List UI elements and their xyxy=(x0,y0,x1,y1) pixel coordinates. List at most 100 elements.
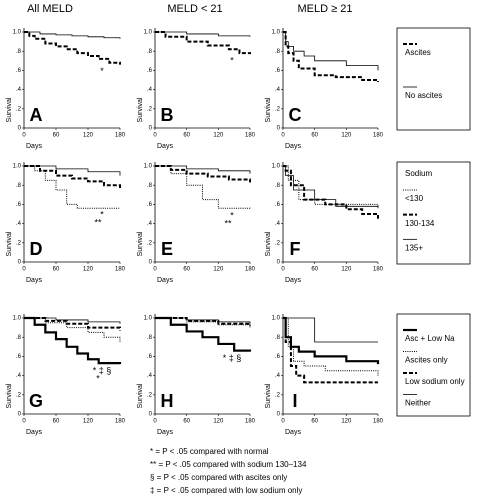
x-tick-label: 0 xyxy=(153,133,157,139)
x-axis-label: Days xyxy=(26,277,42,284)
x-tick-label: 180 xyxy=(245,419,256,425)
x-axis-label: Days xyxy=(157,277,173,284)
legend-label: 135+ xyxy=(405,243,423,252)
y-tick-label: .2 xyxy=(275,392,281,398)
y-tick-label: .6 xyxy=(16,68,22,74)
x-tick-label: 120 xyxy=(83,267,94,273)
y-tick-label: 0 xyxy=(18,260,22,266)
survival-curve xyxy=(24,165,121,176)
survival-curve xyxy=(283,317,379,376)
y-tick-label: .8 xyxy=(275,335,281,341)
y-tick-label: 1.0 xyxy=(272,164,281,170)
survival-curve xyxy=(24,316,122,365)
y-tick-label: .4 xyxy=(275,373,281,379)
x-tick-label: 0 xyxy=(153,267,157,273)
x-tick-label: 120 xyxy=(213,419,224,425)
x-axis-label: Days xyxy=(285,143,301,150)
y-tick-label: .6 xyxy=(147,202,153,208)
y-tick-label: .2 xyxy=(147,106,153,112)
x-tick-label: 180 xyxy=(245,133,256,139)
x-axis-label: Days xyxy=(285,429,301,436)
panel-letter: B xyxy=(161,105,174,125)
survival-curve xyxy=(24,165,121,189)
panel-letter: E xyxy=(161,239,173,259)
y-axis-label: Survival xyxy=(265,383,272,408)
y-tick-label: .8 xyxy=(147,335,153,341)
y-tick-label: .8 xyxy=(147,49,153,55)
survival-curve xyxy=(24,31,121,65)
y-axis-label: Survival xyxy=(137,383,144,408)
y-tick-label: .2 xyxy=(275,240,281,246)
y-tick-label: 0 xyxy=(277,260,281,266)
y-tick-label: .2 xyxy=(147,240,153,246)
x-tick-label: 0 xyxy=(281,419,285,425)
x-tick-label: 120 xyxy=(341,419,352,425)
survival-curve xyxy=(155,316,252,352)
y-tick-label: .6 xyxy=(275,68,281,74)
legend-box xyxy=(396,313,471,417)
y-tick-label: 0 xyxy=(149,260,153,266)
x-tick-label: 180 xyxy=(115,133,126,139)
y-tick-label: .4 xyxy=(16,87,22,93)
annotation: * ‡ § xyxy=(93,365,112,375)
y-tick-label: .8 xyxy=(16,183,22,189)
x-tick-label: 60 xyxy=(183,419,190,425)
survival-curve xyxy=(283,317,378,343)
y-tick-label: .4 xyxy=(147,87,153,93)
column-header: MELD < 21 xyxy=(167,3,222,15)
survival-curve xyxy=(155,31,251,55)
y-tick-label: .4 xyxy=(147,373,153,379)
panel-letter: F xyxy=(290,239,301,259)
survival-curve xyxy=(283,31,379,71)
y-tick-label: 0 xyxy=(18,412,22,418)
y-tick-label: .8 xyxy=(16,49,22,55)
legend-label: Neither xyxy=(405,399,431,408)
annotation: * xyxy=(96,373,100,383)
y-tick-label: 0 xyxy=(149,126,153,132)
survival-curve xyxy=(283,316,380,365)
survival-curve xyxy=(155,165,251,210)
y-tick-label: .4 xyxy=(275,221,281,227)
x-tick-label: 180 xyxy=(373,133,384,139)
y-tick-label: 1.0 xyxy=(144,164,153,170)
annotation: ** xyxy=(94,218,102,228)
x-tick-label: 180 xyxy=(115,267,126,273)
y-tick-label: .6 xyxy=(16,354,22,360)
y-axis-label: Survival xyxy=(137,231,144,256)
x-tick-label: 60 xyxy=(53,267,60,273)
legend-label: Ascites xyxy=(405,48,431,57)
y-tick-label: .6 xyxy=(275,202,281,208)
panel-letter: D xyxy=(30,239,43,259)
y-tick-label: .8 xyxy=(275,183,281,189)
x-tick-label: 120 xyxy=(341,267,352,273)
panel-letter: I xyxy=(292,391,297,411)
survival-curve xyxy=(155,317,251,324)
legend-box xyxy=(396,161,471,265)
x-tick-label: 60 xyxy=(311,419,318,425)
y-tick-label: 1.0 xyxy=(272,316,281,322)
x-tick-label: 0 xyxy=(22,419,26,425)
annotation: * xyxy=(230,55,234,65)
x-tick-label: 180 xyxy=(373,267,384,273)
annotation: * xyxy=(100,66,104,76)
legend-box xyxy=(396,27,471,131)
y-axis-label: Survival xyxy=(265,97,272,122)
y-tick-label: .2 xyxy=(16,240,22,246)
legend-label: No ascites xyxy=(405,91,442,100)
legend-label: 130-134 xyxy=(405,219,435,228)
y-axis-label: Survival xyxy=(6,231,13,256)
x-tick-label: 60 xyxy=(53,419,60,425)
survival-curve xyxy=(24,165,120,209)
y-tick-label: .6 xyxy=(275,354,281,360)
panel-letter: A xyxy=(30,105,43,125)
footnote: § = P < .05 compared with ascites only xyxy=(150,473,287,482)
y-tick-label: 0 xyxy=(18,126,22,132)
y-tick-label: .2 xyxy=(16,106,22,112)
y-tick-label: .8 xyxy=(16,335,22,341)
x-tick-label: 120 xyxy=(341,133,352,139)
x-axis-label: Days xyxy=(26,429,42,436)
y-tick-label: .2 xyxy=(147,392,153,398)
y-tick-label: .2 xyxy=(16,392,22,398)
y-tick-label: .6 xyxy=(147,354,153,360)
survival-curve xyxy=(283,165,379,207)
